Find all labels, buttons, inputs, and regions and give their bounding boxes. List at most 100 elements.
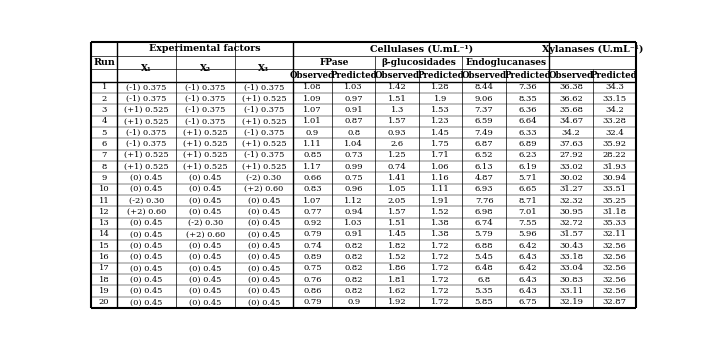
Text: (-2) 0.30: (-2) 0.30 [129,196,164,204]
Text: 0.91: 0.91 [345,106,363,114]
Text: Observed: Observed [290,71,335,80]
Text: (+1) 0.525: (+1) 0.525 [241,140,286,148]
Text: 33.15: 33.15 [603,95,627,103]
Text: (-1) 0.375: (-1) 0.375 [244,151,284,159]
Text: 5.71: 5.71 [518,174,537,182]
Text: 1.9: 1.9 [434,95,447,103]
Text: (+1) 0.525: (+1) 0.525 [183,151,227,159]
Text: (0) 0.45: (0) 0.45 [130,174,163,182]
Text: (+2) 0.60: (+2) 0.60 [244,185,283,193]
Text: 1.52: 1.52 [431,208,450,216]
Text: 0.9: 0.9 [306,129,319,137]
Text: 33.18: 33.18 [559,253,583,261]
Text: 1.3: 1.3 [391,106,404,114]
Text: 7.55: 7.55 [518,219,537,227]
Text: (0) 0.45: (0) 0.45 [130,242,163,250]
Text: (0) 0.45: (0) 0.45 [189,185,222,193]
Text: 0.93: 0.93 [388,129,406,137]
Text: (0) 0.45: (0) 0.45 [189,208,222,216]
Text: Observed: Observed [549,71,593,80]
Text: 6.8: 6.8 [477,276,491,284]
Text: 7: 7 [101,151,107,159]
Text: 6.52: 6.52 [475,151,493,159]
Text: 18: 18 [99,276,110,284]
Text: 1.62: 1.62 [388,287,406,295]
Text: (0) 0.45: (0) 0.45 [130,287,163,295]
Text: 31.57: 31.57 [559,230,583,238]
Text: 35.68: 35.68 [559,106,583,114]
Text: Cellulases (U.mL⁻¹): Cellulases (U.mL⁻¹) [370,44,473,53]
Text: 6: 6 [101,140,107,148]
Text: 6.42: 6.42 [518,242,537,250]
Text: 1.72: 1.72 [431,298,450,306]
Text: (-1) 0.375: (-1) 0.375 [126,83,166,91]
Text: (0) 0.45: (0) 0.45 [248,276,280,284]
Text: 0.82: 0.82 [345,253,363,261]
Text: 7.49: 7.49 [474,129,493,137]
Text: 0.9: 0.9 [347,298,360,306]
Text: 6.87: 6.87 [475,140,493,148]
Text: (+1) 0.525: (+1) 0.525 [124,151,169,159]
Text: 0.82: 0.82 [345,287,363,295]
Text: Observed: Observed [375,71,420,80]
Text: 1.72: 1.72 [431,264,450,272]
Text: 1.86: 1.86 [388,264,406,272]
Text: 0.89: 0.89 [303,253,322,261]
Text: 0.92: 0.92 [303,219,322,227]
Text: 1.07: 1.07 [303,196,322,204]
Text: 35.92: 35.92 [603,140,627,148]
Text: 2: 2 [101,95,107,103]
Text: 5: 5 [101,129,107,137]
Text: 1.03: 1.03 [345,83,363,91]
Text: 1.05: 1.05 [388,185,406,193]
Text: 32.11: 32.11 [603,230,627,238]
Text: 5.35: 5.35 [474,287,493,295]
Text: 0.73: 0.73 [345,151,363,159]
Text: Predicted: Predicted [417,71,464,80]
Text: 1.11: 1.11 [431,185,450,193]
Text: 1.28: 1.28 [431,83,450,91]
Text: 35.25: 35.25 [603,196,627,204]
Text: 1.72: 1.72 [431,287,450,295]
Text: 1.57: 1.57 [388,208,406,216]
Text: (+2) 0.60: (+2) 0.60 [127,208,166,216]
Text: 0.8: 0.8 [347,129,360,137]
Text: 1: 1 [101,83,107,91]
Text: 36.38: 36.38 [559,83,583,91]
Text: (0) 0.45: (0) 0.45 [248,298,280,306]
Text: 32.56: 32.56 [603,264,627,272]
Text: (0) 0.45: (0) 0.45 [189,253,222,261]
Text: 6.98: 6.98 [475,208,493,216]
Text: 1.72: 1.72 [431,253,450,261]
Text: 32.19: 32.19 [559,298,583,306]
Text: 1.16: 1.16 [431,174,450,182]
Text: 30.02: 30.02 [559,174,583,182]
Text: 27.92: 27.92 [559,151,583,159]
Text: 1.51: 1.51 [388,95,406,103]
Text: (+1) 0.525: (+1) 0.525 [183,163,227,171]
Text: (+1) 0.525: (+1) 0.525 [241,95,286,103]
Text: 1.45: 1.45 [431,129,450,137]
Text: (0) 0.45: (0) 0.45 [189,174,222,182]
Text: 6.59: 6.59 [475,117,493,125]
Text: (-1) 0.375: (-1) 0.375 [185,95,225,103]
Text: Observed: Observed [462,71,507,80]
Text: 1.03: 1.03 [345,219,363,227]
Text: 1.06: 1.06 [431,163,450,171]
Text: 20: 20 [99,298,110,306]
Text: 1.01: 1.01 [303,117,322,125]
Text: 32.32: 32.32 [559,196,583,204]
Text: 0.75: 0.75 [303,264,322,272]
Text: 11: 11 [99,196,110,204]
Text: 5.96: 5.96 [518,230,537,238]
Text: 0.66: 0.66 [304,174,322,182]
Text: 8: 8 [101,163,107,171]
Text: (0) 0.45: (0) 0.45 [130,230,163,238]
Text: 8.35: 8.35 [518,95,537,103]
Text: 37.63: 37.63 [559,140,583,148]
Text: 34.2: 34.2 [561,129,581,137]
Text: 5.85: 5.85 [474,298,493,306]
Text: Predicted: Predicted [504,71,551,80]
Text: (+1) 0.525: (+1) 0.525 [241,117,286,125]
Text: 6.88: 6.88 [475,242,493,250]
